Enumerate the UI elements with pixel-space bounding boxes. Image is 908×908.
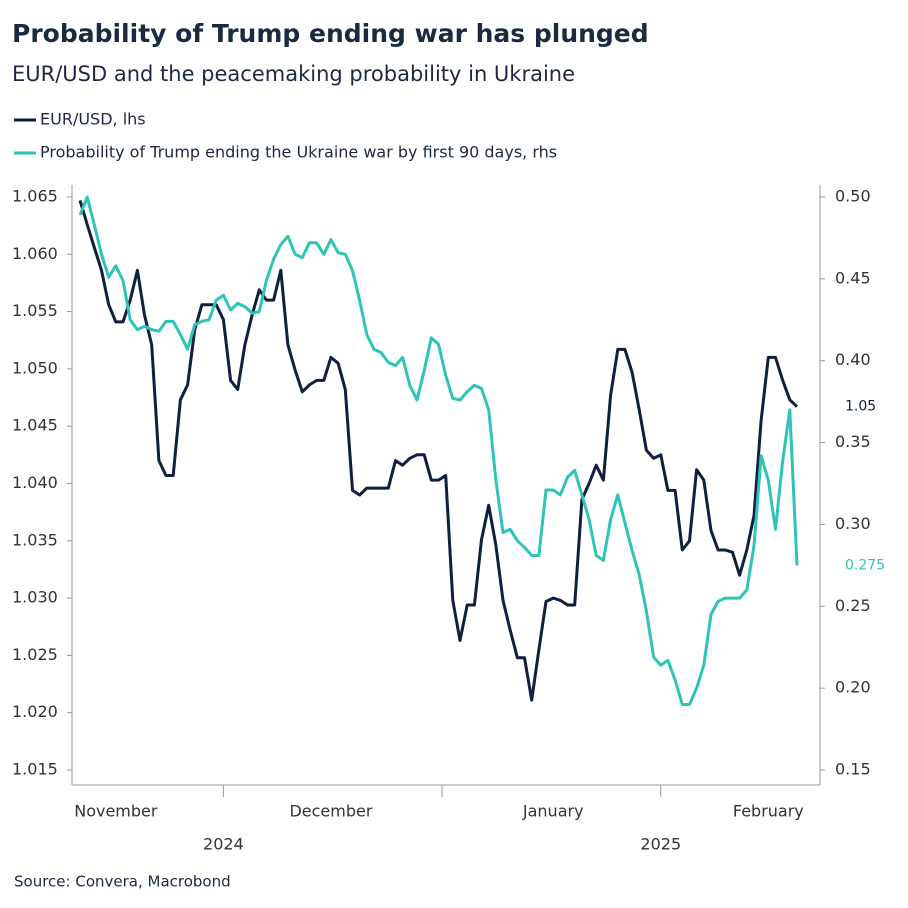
y-tick-label: 1.035 bbox=[12, 530, 58, 549]
y-tick-label: 1.030 bbox=[12, 588, 58, 607]
x-tick-label: January bbox=[522, 802, 584, 821]
end-label: 0.275 bbox=[845, 557, 885, 573]
y2-tick-label: 0.15 bbox=[835, 760, 871, 779]
y-tick-label: 1.050 bbox=[12, 358, 58, 377]
y2-tick-label: 0.40 bbox=[835, 350, 871, 369]
y2-tick-label: 0.45 bbox=[835, 268, 871, 287]
year-label: 2024 bbox=[203, 835, 244, 854]
chart-subtitle: EUR/USD and the peacemaking probability … bbox=[12, 62, 575, 86]
legend-label: EUR/USD, lhs bbox=[40, 110, 146, 129]
y-tick-label: 1.015 bbox=[12, 760, 58, 779]
series-line bbox=[78, 195, 799, 706]
y-tick-label: 1.055 bbox=[12, 301, 58, 320]
series-line bbox=[78, 199, 799, 702]
y2-tick-label: 0.25 bbox=[835, 596, 871, 615]
y-tick-label: 1.060 bbox=[12, 244, 58, 263]
y2-tick-label: 0.35 bbox=[835, 432, 871, 451]
legend-label: Probability of Trump ending the Ukraine … bbox=[40, 143, 557, 162]
x-tick-label: December bbox=[289, 802, 372, 821]
y-tick-label: 1.045 bbox=[12, 416, 58, 435]
year-label: 2025 bbox=[640, 835, 681, 854]
y-tick-label: 1.020 bbox=[12, 702, 58, 721]
source: Source: Convera, Macrobond bbox=[14, 873, 231, 891]
x-tick-label: November bbox=[74, 802, 158, 821]
x-tick-label: February bbox=[733, 802, 804, 821]
y2-tick-label: 0.50 bbox=[835, 187, 871, 206]
y2-tick-label: 0.20 bbox=[835, 678, 871, 697]
y-tick-label: 1.040 bbox=[12, 473, 58, 492]
end-label: 1.05 bbox=[845, 399, 876, 415]
y-tick-label: 1.065 bbox=[12, 187, 58, 206]
y-tick-label: 1.025 bbox=[12, 645, 58, 664]
y2-tick-label: 0.30 bbox=[835, 514, 871, 533]
chart-title: Probability of Trump ending war has plun… bbox=[12, 19, 649, 48]
